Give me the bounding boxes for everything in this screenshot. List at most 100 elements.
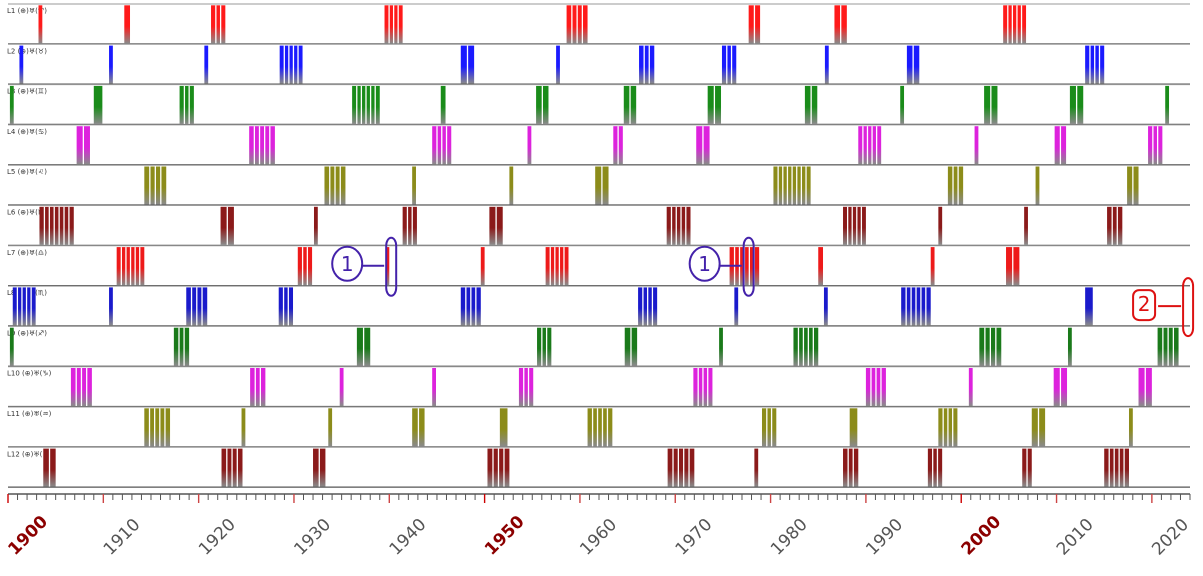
transit-bar [116,247,145,286]
transit-bar [412,166,416,205]
row-label: L3 (⊕)♅(♊) [7,88,47,96]
transit-bar [144,408,171,447]
transit-bar [76,126,90,165]
row-label: L11 (⊕)♅(♒) [7,410,52,418]
transit-bar [536,85,549,124]
transit-bar [460,287,481,326]
transit-bar [734,287,739,326]
transit-bar [109,287,113,326]
transit-bar [901,287,931,326]
transit-bar [545,247,569,286]
x-tick-label: 1920 [195,515,240,560]
transit-bar [762,408,777,447]
transit-bar [1085,45,1105,84]
transit-bar [1067,327,1072,366]
transit-bar [974,126,979,165]
transit-bar [666,206,691,245]
row-label: L7 (⊕)♅(♎) [7,249,47,257]
transit-bar [1069,85,1084,124]
transit-bar [144,166,167,205]
transit-bar [587,408,613,447]
transit-bar [124,5,131,44]
transit-bar [1148,126,1163,165]
x-tick-label: 1960 [576,515,621,560]
transit-bar [250,368,266,406]
transit-bar [984,85,998,124]
transit-bar [707,85,722,124]
transit-bar [721,45,737,84]
transit-bar [947,166,964,205]
transit-bar [518,368,534,406]
transit-bar [804,85,818,124]
transit-bar [527,126,532,165]
transit-bar [639,45,655,84]
transit-bar [440,85,446,124]
transit-bar [1022,448,1032,487]
transit-bar [352,85,380,124]
x-tick-label: 2010 [1053,515,1098,560]
annotation-1: 1 [331,236,398,297]
transit-bar [556,45,560,84]
transit-bar [834,5,847,44]
transit-bar [43,448,56,487]
row-label: L2 (⊕)♅(♉) [7,47,47,55]
transit-bar [297,247,313,286]
annotation-2: 2 [1132,277,1195,338]
x-tick-label: 1950 [481,512,529,560]
transit-bar [843,206,866,245]
transit-bar [1104,448,1129,487]
transit-bar [1157,327,1179,366]
transit-bar [1054,126,1067,165]
transit-bar [278,287,294,326]
transit-bar [1035,166,1040,205]
transit-bar [509,166,514,205]
transit-bar [968,368,973,406]
x-tick-label: 1980 [767,515,812,560]
x-tick-label: 1900 [4,512,52,560]
row-5: L5 (⊕)♅(♌) [7,164,1190,206]
row-label: L9 (⊕)♅(♐) [7,329,47,337]
transit-bar [696,126,710,165]
transit-bar [849,408,858,447]
x-tick-label: 2000 [958,512,1006,560]
row-label: L5 (⊕)♅(♌) [7,168,47,176]
transit-bar [1053,368,1068,406]
transit-bar [1085,287,1093,326]
row-1: L1 (⊕)♅(♈) [7,3,1190,45]
row-9: L9 (⊕)♅(♐) [7,325,1190,367]
transit-bar [38,5,43,44]
row-2: L2 (⊕)♅(♉) [7,43,1190,85]
x-tick-label: 1990 [862,515,907,560]
row-7: L7 (⊕)♅(♎) [7,245,1190,287]
transit-bar [793,327,819,366]
transit-bar [865,368,886,406]
row-11: L11 (⊕)♅(♒) [7,406,1190,448]
row-label: L1 (⊕)♅(♈) [7,7,47,15]
transit-bar [693,368,713,406]
transit-bar [9,327,14,366]
transit-bar [313,206,318,245]
transit-bar [938,408,958,447]
transit-bar [489,206,503,245]
transit-bar [186,287,208,326]
transit-bar [1031,408,1046,447]
transit-bar [979,327,1002,366]
transit-bar [12,287,36,326]
annotation-1: 1 [688,236,755,297]
row-4: L4 (⊕)♅(♋) [7,124,1190,166]
transit-bar [220,206,234,245]
transit-bar [70,368,92,406]
row-label: L12 (⊕)♅(♓) [7,450,52,458]
x-tick-label: 2020 [1148,515,1193,560]
transit-bar [9,85,14,124]
row-6: L6 (⊕)♅(♍) [7,205,1190,246]
transit-bar [432,368,436,406]
transit-bar [211,5,226,44]
transit-bar [623,85,637,124]
transit-bar [279,45,303,84]
transit-bar [241,408,246,447]
transit-bar [480,247,485,286]
transit-bar [487,448,510,487]
row-label: L6 (⊕)♅(♍) [7,209,47,217]
